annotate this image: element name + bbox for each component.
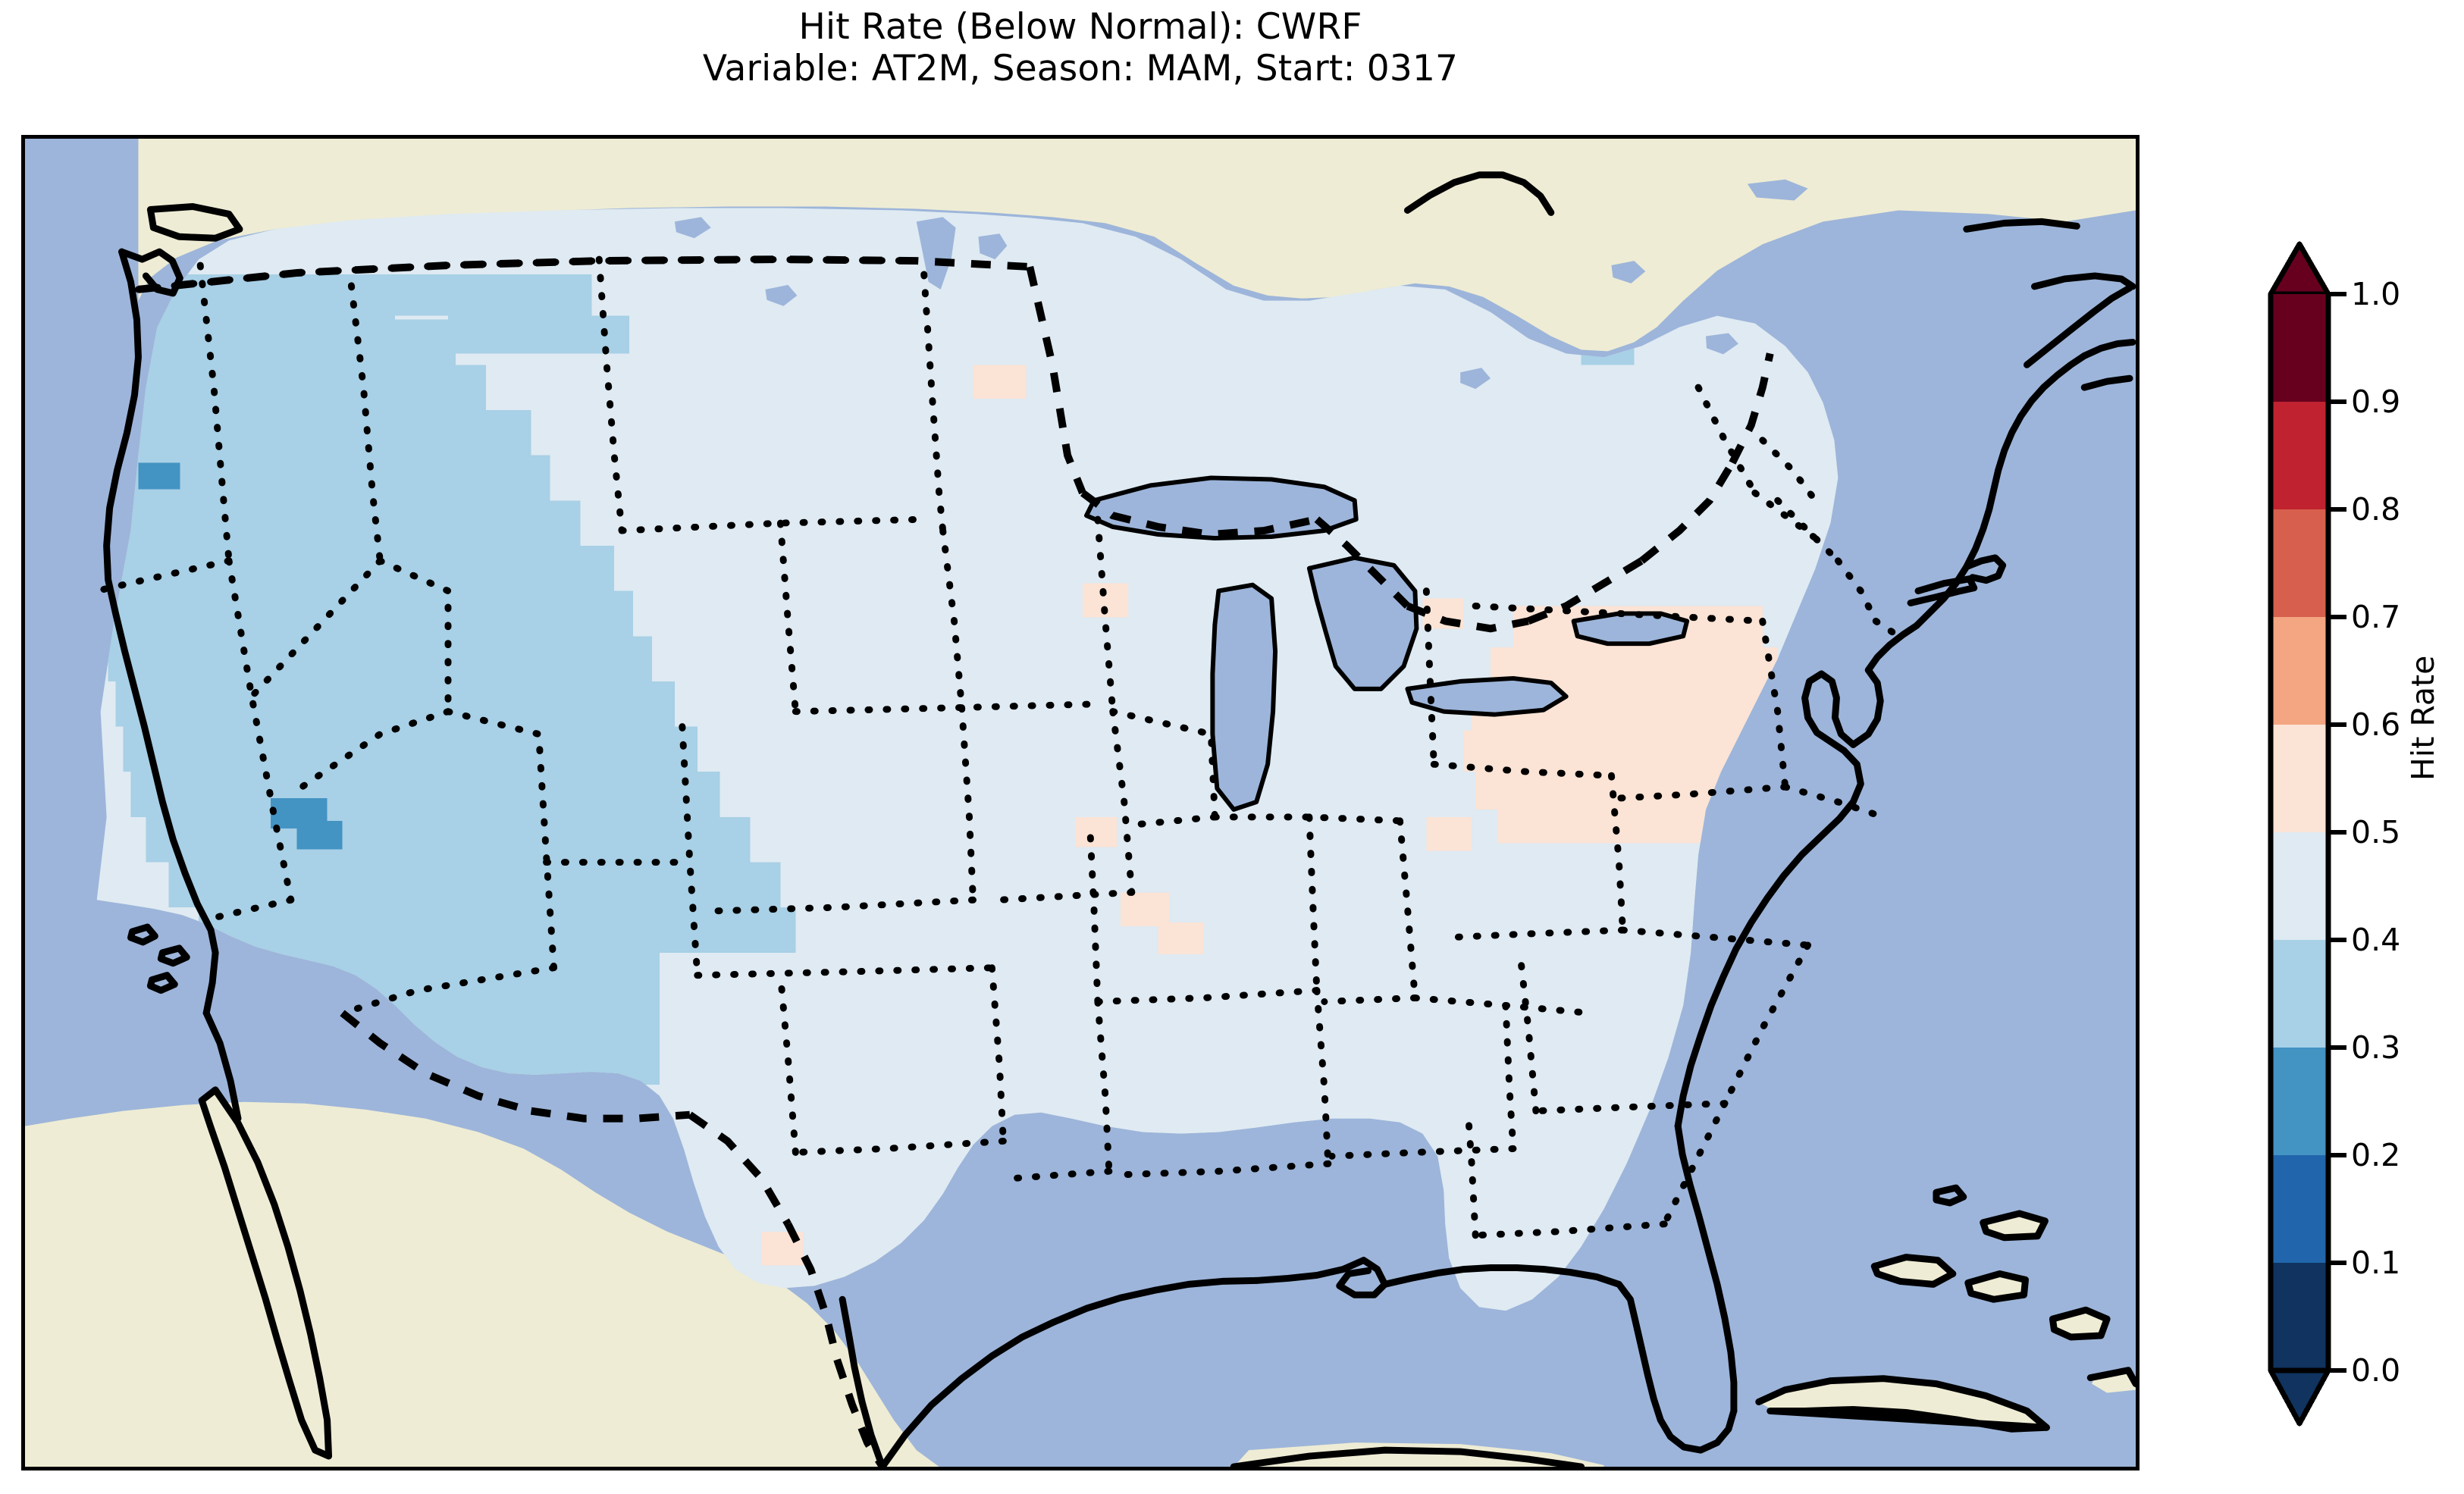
colorbar-under-arrow bbox=[2268, 1367, 2331, 1427]
lake-outlines bbox=[1083, 475, 1690, 812]
colorbar-tick-0.0: 0.0 bbox=[2351, 1352, 2401, 1389]
colorbar-tick-0.2: 0.2 bbox=[2351, 1137, 2401, 1173]
chart-title: Hit Rate (Below Normal): CWRF Variable: … bbox=[0, 6, 2161, 90]
map-geography bbox=[25, 139, 2136, 1467]
hit-rate-raster bbox=[96, 208, 1839, 1311]
colorbar-tick-0.3: 0.3 bbox=[2351, 1029, 2401, 1066]
colorbar-tick-0.5: 0.5 bbox=[2351, 814, 2401, 850]
colorbar-over-arrow bbox=[2268, 241, 2331, 297]
international-borders bbox=[137, 255, 1774, 1467]
colorbar-tick-0.4: 0.4 bbox=[2351, 922, 2401, 958]
title-line-2: Variable: AT2M, Season: MAM, Start: 0317 bbox=[702, 48, 1459, 90]
colorbar[interactable]: 1.0 0.9 0.8 0.7 0.6 0.5 0.4 0.3 0.2 0.1 … bbox=[2268, 241, 2400, 1427]
colorbar-tick-0.6: 0.6 bbox=[2351, 706, 2401, 743]
colorbar-tick-0.7: 0.7 bbox=[2351, 599, 2401, 635]
colorbar-tick-1.0: 1.0 bbox=[2351, 276, 2401, 312]
foreign-landmass-group bbox=[25, 139, 2136, 1467]
colorbar-tick-0.9: 0.9 bbox=[2351, 384, 2401, 420]
coastlines bbox=[103, 171, 2136, 1467]
colorbar-axis-label: Hit Rate bbox=[2405, 655, 2441, 781]
colorbar-gradient bbox=[2268, 241, 2346, 1427]
great-lakes-group bbox=[674, 179, 1914, 810]
title-line-1: Hit Rate (Below Normal): CWRF bbox=[798, 6, 1362, 48]
map-plot-area[interactable] bbox=[21, 135, 2140, 1471]
colorbar-tick-0.8: 0.8 bbox=[2351, 491, 2401, 528]
colorbar-tick-0.1: 0.1 bbox=[2351, 1245, 2401, 1281]
